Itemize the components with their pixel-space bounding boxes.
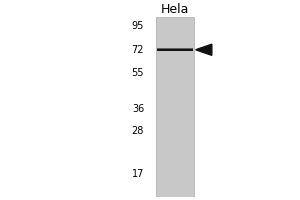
Text: 36: 36	[132, 104, 144, 114]
Bar	[158, 49, 193, 51]
Bar	[158, 49, 193, 51]
Text: Hela: Hela	[161, 3, 189, 16]
Text: 95: 95	[132, 21, 144, 31]
Text: 28: 28	[132, 126, 144, 136]
Text: 55: 55	[132, 68, 144, 78]
Bar	[158, 48, 193, 51]
Bar	[156, 17, 194, 197]
Bar	[158, 48, 193, 51]
Bar	[158, 48, 193, 51]
Bar	[158, 48, 193, 51]
Polygon shape	[196, 44, 212, 55]
Bar	[158, 49, 193, 51]
Text: 72: 72	[132, 45, 144, 55]
Bar	[158, 49, 193, 51]
Bar	[158, 49, 193, 51]
Bar	[158, 49, 193, 51]
Bar	[158, 48, 193, 51]
Text: 17: 17	[132, 169, 144, 179]
Bar	[158, 49, 193, 51]
Bar	[158, 48, 193, 51]
